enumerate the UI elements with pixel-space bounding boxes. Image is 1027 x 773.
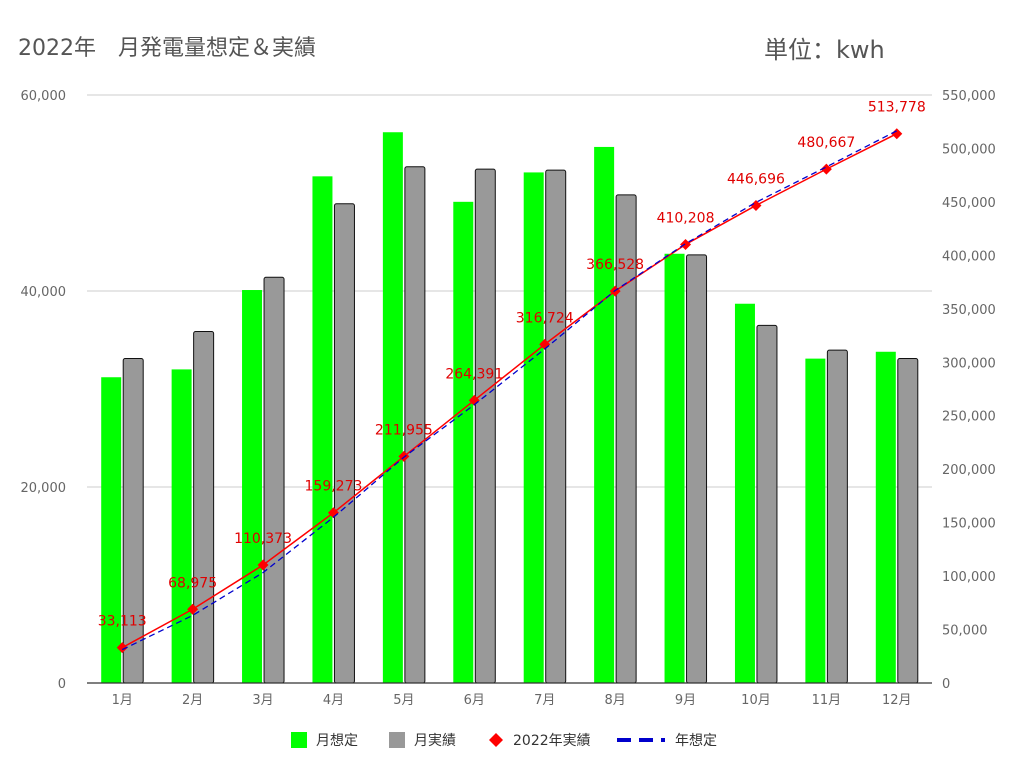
x-tick-label: 9月 [675, 693, 696, 708]
bar-forecast [734, 303, 755, 683]
bar-forecast [242, 290, 263, 683]
data-label: 366,528 [586, 257, 644, 273]
actual-cumulative-line [121, 133, 898, 649]
actual-cumulative-marker [116, 642, 128, 654]
data-label: 33,113 [98, 614, 147, 630]
y-right-tick-label: 400,000 [942, 249, 996, 264]
data-label: 513,778 [868, 100, 926, 116]
bar-forecast [664, 253, 685, 683]
data-label: 211,955 [375, 422, 433, 438]
bar-forecast [453, 201, 474, 683]
legend-label: 2022年実績 [513, 733, 591, 749]
x-tick-label: 7月 [534, 693, 555, 708]
data-label: 316,724 [516, 310, 574, 326]
line-series [116, 128, 903, 654]
bar-forecast [101, 377, 122, 683]
y-left-tick-label: 40,000 [21, 285, 67, 300]
axes: 0 20,000 40,000 60,000 0 50,000 100,000 150,000… [21, 89, 996, 708]
bar-actual [826, 349, 848, 684]
forecast-cumulative-line [121, 130, 898, 651]
y-right-tick-label: 350,000 [942, 303, 996, 318]
x-tick-label: 6月 [464, 693, 485, 708]
actual-cumulative-marker [750, 199, 762, 211]
actual-cumulative-marker [680, 238, 692, 250]
y-left-tick-label: 0 [58, 677, 66, 692]
bar-forecast [805, 358, 826, 683]
data-label: 480,667 [797, 135, 855, 151]
y-right-tick-label: 50,000 [942, 624, 988, 639]
y-right-tick-label: 0 [942, 677, 950, 692]
bar-forecast [382, 132, 403, 684]
y-right-tick-label: 450,000 [942, 196, 996, 211]
chart-title: 2022年 月発電量想定＆実績 [18, 36, 316, 61]
bar-actual [545, 169, 567, 684]
legend-label: 年想定 [675, 733, 717, 749]
bar-actual [474, 168, 496, 684]
x-tick-label: 4月 [323, 693, 344, 708]
y-right-tick-label: 100,000 [942, 570, 996, 585]
actual-cumulative-marker [820, 163, 832, 175]
x-tick-label: 5月 [393, 693, 414, 708]
y-right-tick-label: 150,000 [942, 517, 996, 532]
bar-forecast [594, 146, 615, 683]
y-right-tick-label: 250,000 [942, 410, 996, 425]
bar-forecast [875, 351, 896, 683]
y-right-tick-label: 500,000 [942, 142, 996, 157]
data-label: 446,696 [727, 171, 785, 187]
x-tick-label: 1月 [112, 693, 133, 708]
y-left-tick-label: 20,000 [21, 481, 67, 496]
bar-series [101, 132, 919, 684]
y-left-tick-label: 60,000 [21, 89, 67, 104]
bar-actual [263, 276, 285, 684]
actual-cumulative-marker [891, 128, 903, 140]
bar-forecast [171, 369, 192, 683]
actual-cumulative-marker [257, 559, 269, 571]
data-label: 159,273 [305, 479, 363, 495]
bar-actual [686, 254, 708, 684]
data-label: 110,373 [234, 531, 292, 547]
x-tick-label: 11月 [812, 693, 842, 708]
x-tick-label: 12月 [882, 693, 912, 708]
data-label: 264,391 [445, 366, 503, 382]
actual-cumulative-marker [187, 603, 199, 615]
x-tick-label: 8月 [604, 693, 625, 708]
grid-lines [87, 94, 932, 488]
bar-actual [122, 357, 144, 684]
x-tick-label: 2月 [182, 693, 203, 708]
legend-label: 月実績 [414, 733, 456, 749]
data-label: 410,208 [657, 210, 715, 226]
x-tick-label: 3月 [252, 693, 273, 708]
data-labels: 33,113 68,975 110,373 159,273 211,955 264,391… [98, 100, 926, 630]
unit-label: 単位：kwh [764, 36, 885, 64]
bar-forecast [312, 176, 333, 683]
bar-forecast [523, 172, 544, 684]
bar-actual [333, 203, 355, 684]
bar-actual [193, 331, 215, 684]
y-right-tick-label: 300,000 [942, 356, 996, 371]
legend-swatch [489, 733, 503, 747]
bar-actual [897, 358, 919, 684]
legend: 月想定 月実績 2022年実績 年想定 [291, 732, 717, 749]
x-tick-label: 10月 [741, 693, 771, 708]
y-right-tick-label: 200,000 [942, 463, 996, 478]
y-right-tick-label: 550,000 [942, 89, 996, 104]
legend-swatch [389, 732, 405, 748]
bar-actual [756, 324, 778, 684]
legend-label: 月想定 [316, 733, 358, 749]
data-label: 68,975 [168, 575, 217, 591]
legend-swatch [291, 732, 307, 748]
